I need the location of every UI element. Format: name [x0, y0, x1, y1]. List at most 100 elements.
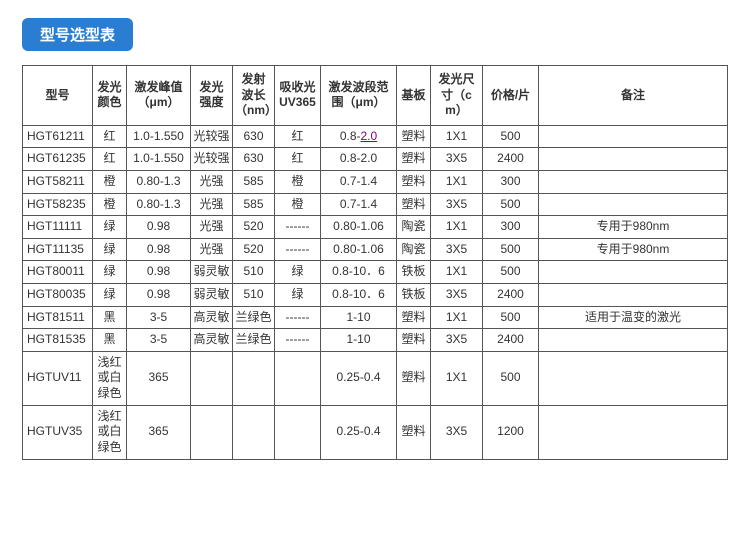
td-absorb: 橙	[275, 170, 321, 193]
table-row: HGT61235红1.0-1.550光较强630红0.8-2.0塑料3X5240…	[23, 148, 728, 171]
td-model: HGTUV35	[23, 405, 93, 459]
td-emit	[233, 351, 275, 405]
td-range: 0.25-0.4	[321, 351, 397, 405]
td-intensity	[191, 405, 233, 459]
td-note	[539, 148, 728, 171]
td-intensity: 光强	[191, 193, 233, 216]
td-base: 塑料	[397, 148, 431, 171]
td-intensity: 高灵敏	[191, 329, 233, 352]
td-model: HGT80011	[23, 261, 93, 284]
td-base: 塑料	[397, 351, 431, 405]
th-note: 备注	[539, 66, 728, 126]
td-price: 300	[483, 216, 539, 239]
td-peak: 3-5	[127, 329, 191, 352]
table-row: HGT11135绿0.98光强520------0.80-1.06陶瓷3X550…	[23, 238, 728, 261]
table-row: HGT80011绿0.98弱灵敏510绿0.8-10．6铁板1X1500	[23, 261, 728, 284]
td-base: 塑料	[397, 306, 431, 329]
td-size: 3X5	[431, 405, 483, 459]
td-model: HGT61211	[23, 125, 93, 148]
td-model: HGT81511	[23, 306, 93, 329]
td-price: 500	[483, 351, 539, 405]
td-size: 1X1	[431, 306, 483, 329]
td-model: HGTUV11	[23, 351, 93, 405]
td-color: 红	[93, 148, 127, 171]
td-emit: 510	[233, 283, 275, 306]
td-emit	[233, 405, 275, 459]
td-size: 1X1	[431, 261, 483, 284]
table-row: HGTUV35浅红或白绿色3650.25-0.4塑料3X51200	[23, 405, 728, 459]
td-intensity: 弱灵敏	[191, 283, 233, 306]
td-base: 铁板	[397, 261, 431, 284]
td-emit: 510	[233, 261, 275, 284]
td-color: 橙	[93, 193, 127, 216]
table-row: HGTUV11浅红或白绿色3650.25-0.4塑料1X1500	[23, 351, 728, 405]
td-note	[539, 283, 728, 306]
th-intensity: 发光 强度	[191, 66, 233, 126]
th-color: 发光颜色	[93, 66, 127, 126]
td-emit: 585	[233, 193, 275, 216]
table-container: 型号 发光颜色 激发峰值（μm） 发光 强度 发射 波长（nm） 吸收光UV36…	[0, 65, 750, 482]
td-color: 黑	[93, 306, 127, 329]
td-range: 0.7-1.4	[321, 193, 397, 216]
td-range: 0.8-10．6	[321, 283, 397, 306]
td-peak: 1.0-1.550	[127, 148, 191, 171]
td-base: 铁板	[397, 283, 431, 306]
td-range: 0.8-2.0	[321, 125, 397, 148]
td-size: 3X5	[431, 193, 483, 216]
th-size: 发光尺寸（cm）	[431, 66, 483, 126]
th-absorb: 吸收光UV365	[275, 66, 321, 126]
td-range: 0.25-0.4	[321, 405, 397, 459]
td-model: HGT58235	[23, 193, 93, 216]
td-color: 红	[93, 125, 127, 148]
td-range: 1-10	[321, 306, 397, 329]
td-note	[539, 329, 728, 352]
td-note	[539, 193, 728, 216]
td-note	[539, 125, 728, 148]
td-size: 1X1	[431, 170, 483, 193]
td-peak: 1.0-1.550	[127, 125, 191, 148]
th-base: 基板	[397, 66, 431, 126]
td-peak: 3-5	[127, 306, 191, 329]
td-peak: 0.98	[127, 283, 191, 306]
td-absorb	[275, 405, 321, 459]
th-model: 型号	[23, 66, 93, 126]
td-color: 绿	[93, 283, 127, 306]
table-body: HGT61211红1.0-1.550光较强630红0.8-2.0塑料1X1500…	[23, 125, 728, 459]
table-row: HGT81511黑3-5高灵敏兰绿色------1-10塑料1X1500适用于温…	[23, 306, 728, 329]
td-range: 0.8-2.0	[321, 148, 397, 171]
td-emit: 630	[233, 148, 275, 171]
td-intensity: 弱灵敏	[191, 261, 233, 284]
td-color: 黑	[93, 329, 127, 352]
td-absorb: ------	[275, 306, 321, 329]
th-emit-wavelength: 发射 波长（nm）	[233, 66, 275, 126]
td-size: 3X5	[431, 283, 483, 306]
table-row: HGT61211红1.0-1.550光较强630红0.8-2.0塑料1X1500	[23, 125, 728, 148]
td-price: 500	[483, 238, 539, 261]
td-emit: 兰绿色	[233, 306, 275, 329]
td-color: 浅红或白绿色	[93, 405, 127, 459]
model-selection-table: 型号 发光颜色 激发峰值（μm） 发光 强度 发射 波长（nm） 吸收光UV36…	[22, 65, 728, 460]
td-base: 陶瓷	[397, 238, 431, 261]
td-model: HGT58211	[23, 170, 93, 193]
table-row: HGT58235橙0.80-1.3光强585橙0.7-1.4塑料3X5500	[23, 193, 728, 216]
td-emit: 520	[233, 216, 275, 239]
range-link[interactable]: 2.0	[361, 129, 378, 143]
td-emit: 兰绿色	[233, 329, 275, 352]
td-intensity	[191, 351, 233, 405]
td-size: 3X5	[431, 148, 483, 171]
td-note: 专用于980nm	[539, 238, 728, 261]
td-size: 1X1	[431, 216, 483, 239]
td-size: 3X5	[431, 238, 483, 261]
td-model: HGT11135	[23, 238, 93, 261]
td-model: HGT61235	[23, 148, 93, 171]
td-peak: 0.98	[127, 216, 191, 239]
td-note: 专用于980nm	[539, 216, 728, 239]
td-absorb	[275, 351, 321, 405]
td-peak: 365	[127, 405, 191, 459]
td-range: 0.80-1.06	[321, 238, 397, 261]
td-peak: 0.98	[127, 238, 191, 261]
td-note	[539, 170, 728, 193]
td-peak: 0.98	[127, 261, 191, 284]
td-range: 1-10	[321, 329, 397, 352]
td-range: 0.8-10．6	[321, 261, 397, 284]
